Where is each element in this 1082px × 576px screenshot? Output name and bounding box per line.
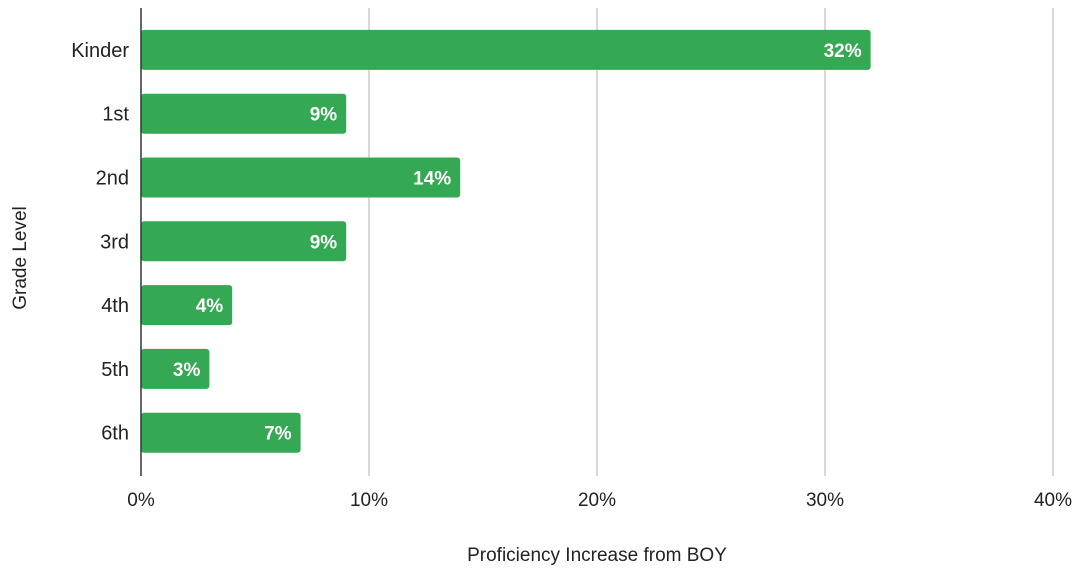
gridlines	[368, 8, 1054, 476]
data-label: 9%	[310, 232, 338, 253]
category-label: 1st	[102, 104, 129, 126]
category-label: 5th	[101, 359, 129, 381]
x-tick-label: 0%	[127, 490, 155, 511]
bar	[141, 93, 347, 134]
category-label: Kinder	[71, 40, 129, 62]
data-label: 32%	[824, 41, 862, 62]
category-label: 3rd	[100, 231, 129, 253]
category-label: 6th	[101, 423, 129, 445]
x-tick-labels: 0% 10% 20% 30% 40%	[127, 490, 1072, 511]
y-axis-title: Grade Level	[10, 206, 31, 310]
data-label: 7%	[264, 424, 292, 445]
category-labels: Kinder 1st 2nd 3rd 4th 5th 6th	[71, 40, 129, 445]
category-label: 2nd	[96, 168, 129, 190]
x-tick-label: 20%	[578, 490, 616, 511]
bar	[141, 221, 347, 262]
data-label: 4%	[196, 296, 224, 317]
x-tick-label: 40%	[1034, 490, 1072, 511]
bar	[141, 157, 461, 198]
x-tick-label: 10%	[350, 490, 388, 511]
data-label: 3%	[173, 360, 201, 381]
category-label: 4th	[101, 295, 129, 317]
x-axis-title: Proficiency Increase from BOY	[467, 545, 727, 566]
x-tick-label: 30%	[806, 490, 844, 511]
bar	[141, 285, 233, 326]
data-labels: 32% 9% 14% 9% 4% 3% 7%	[173, 41, 862, 445]
bars	[141, 29, 871, 453]
bar	[141, 348, 210, 389]
data-label: 14%	[413, 169, 451, 190]
data-label: 9%	[310, 105, 338, 126]
bar	[141, 412, 301, 453]
bar	[141, 29, 871, 70]
